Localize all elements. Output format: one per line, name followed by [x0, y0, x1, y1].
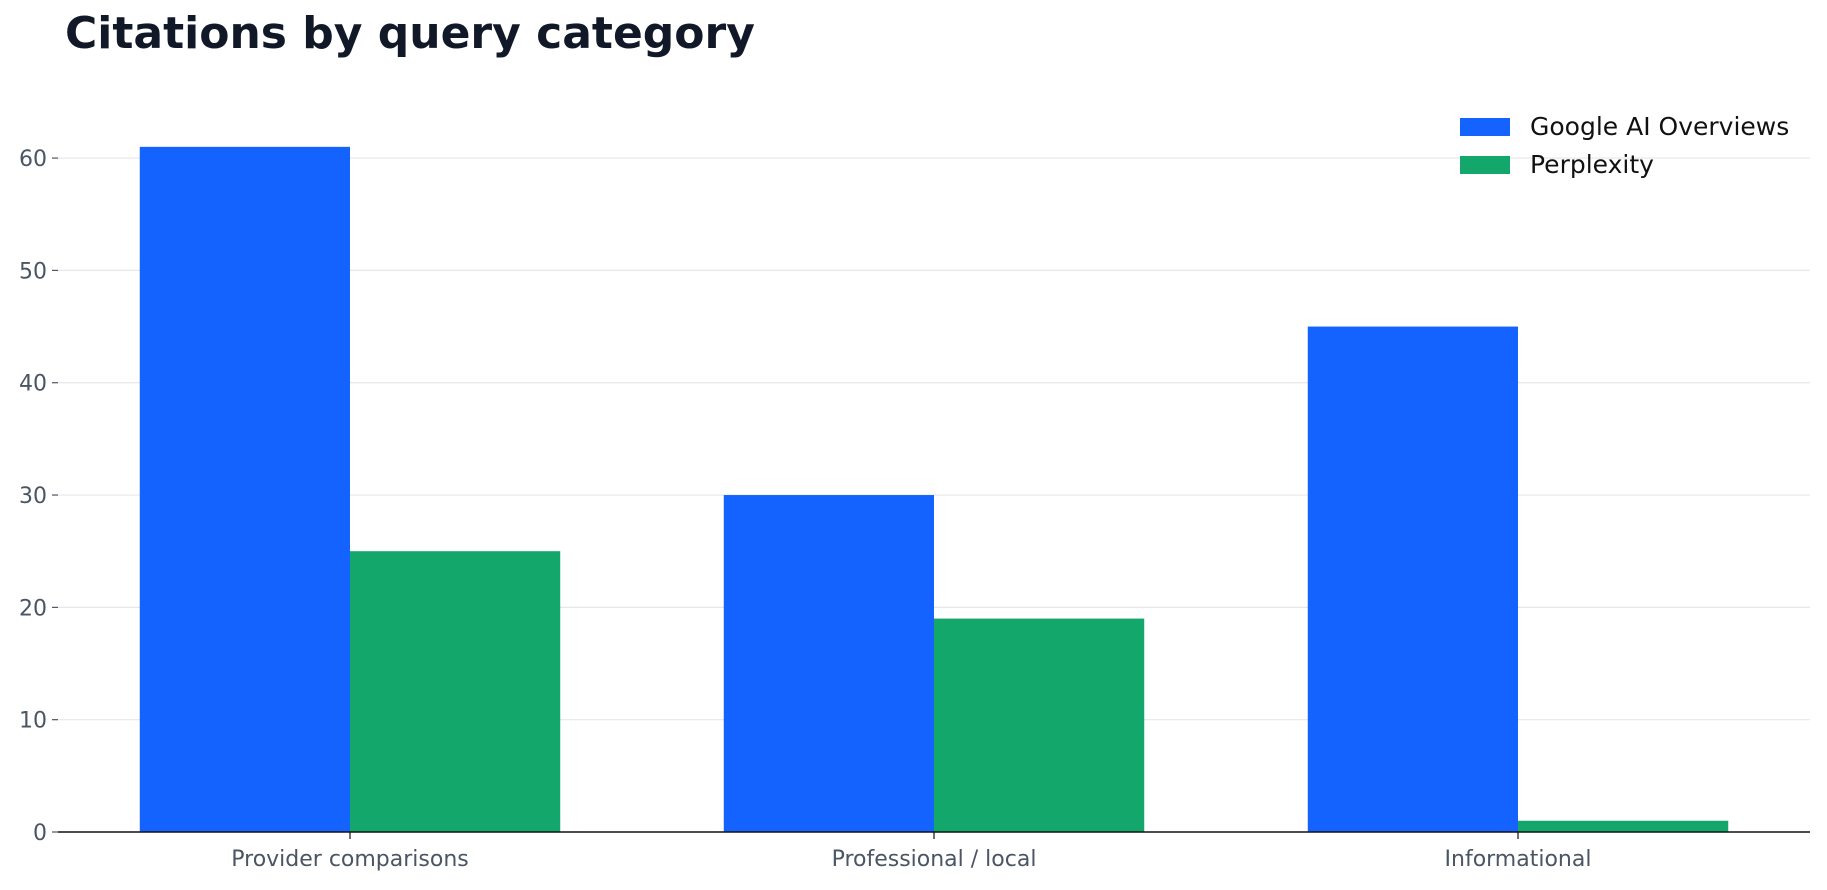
y-tick-label: 30 — [19, 484, 47, 509]
bars — [139, 146, 1729, 832]
legend-swatch — [1460, 118, 1510, 136]
bar-google-ai-overviews-0 — [139, 146, 350, 832]
y-tick-label: 60 — [19, 147, 47, 172]
bar-perplexity-2 — [1518, 820, 1729, 832]
y-tick-label: 40 — [19, 372, 47, 397]
legend-swatch — [1460, 156, 1510, 174]
y-tick-label: 20 — [19, 596, 47, 621]
y-tick-label: 0 — [33, 821, 47, 846]
bar-perplexity-0 — [350, 551, 561, 832]
bar-perplexity-1 — [934, 618, 1145, 832]
legend-label: Perplexity — [1530, 150, 1654, 179]
bar-google-ai-overviews-1 — [723, 495, 934, 832]
y-tick-label: 10 — [19, 709, 47, 734]
x-tick-label: Professional / local — [832, 847, 1037, 872]
bar-google-ai-overviews-2 — [1307, 326, 1518, 832]
x-tick-label: Informational — [1445, 847, 1592, 872]
axes: 0 10 20 30 40 50 60 Provider comparisons Profess… — [19, 147, 1810, 872]
y-tick-label: 50 — [19, 259, 47, 284]
legend-label: Google AI Overviews — [1530, 112, 1789, 141]
legend: Google AI Overviews Perplexity — [1460, 112, 1789, 179]
chart-title: Citations by query category — [65, 8, 755, 59]
x-tick-label: Provider comparisons — [231, 847, 469, 872]
